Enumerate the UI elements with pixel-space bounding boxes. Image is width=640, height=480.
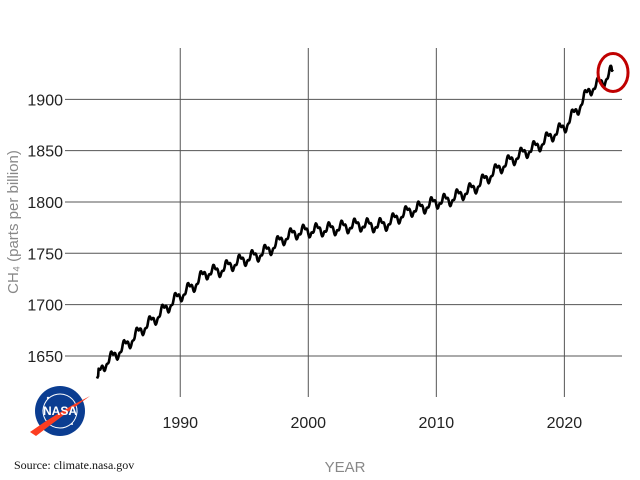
nasa-logo-star-icon [71,423,73,425]
y-tick-label: 1650 [27,349,63,366]
nasa-logo-text: NASA [43,404,77,418]
x-tick-label: 1990 [162,415,198,432]
x-tick-label: 2010 [419,415,455,432]
nasa-logo-vector-icon [30,396,90,436]
x-tick-label: 2020 [547,415,583,432]
vertical-gridlines [179,48,565,397]
nasa-logo: NASA [28,382,92,445]
source-caption: Source: climate.nasa.gov [14,458,135,472]
y-tick-label: 1850 [27,144,63,161]
horizontal-gridlines [65,98,622,357]
nasa-logo-star-icon [46,396,50,400]
y-tick-label: 1900 [27,92,63,109]
y-tick-label: 1800 [27,195,63,212]
y-tick-label: 1700 [27,298,63,315]
y-tick-label: 1750 [27,246,63,263]
y-axis-label: CH₄ (parts per billion) [5,150,22,294]
x-axis-label: YEAR [325,459,366,476]
methane-series [95,64,614,380]
y-tick-labels: 1650 1700 1750 1800 1850 1900 [27,92,63,366]
latest-value-highlight-circle [596,52,630,94]
x-tick-labels: 1990 2000 2010 2020 [162,415,582,432]
x-tick-label: 2000 [290,415,326,432]
methane-line [95,64,614,380]
